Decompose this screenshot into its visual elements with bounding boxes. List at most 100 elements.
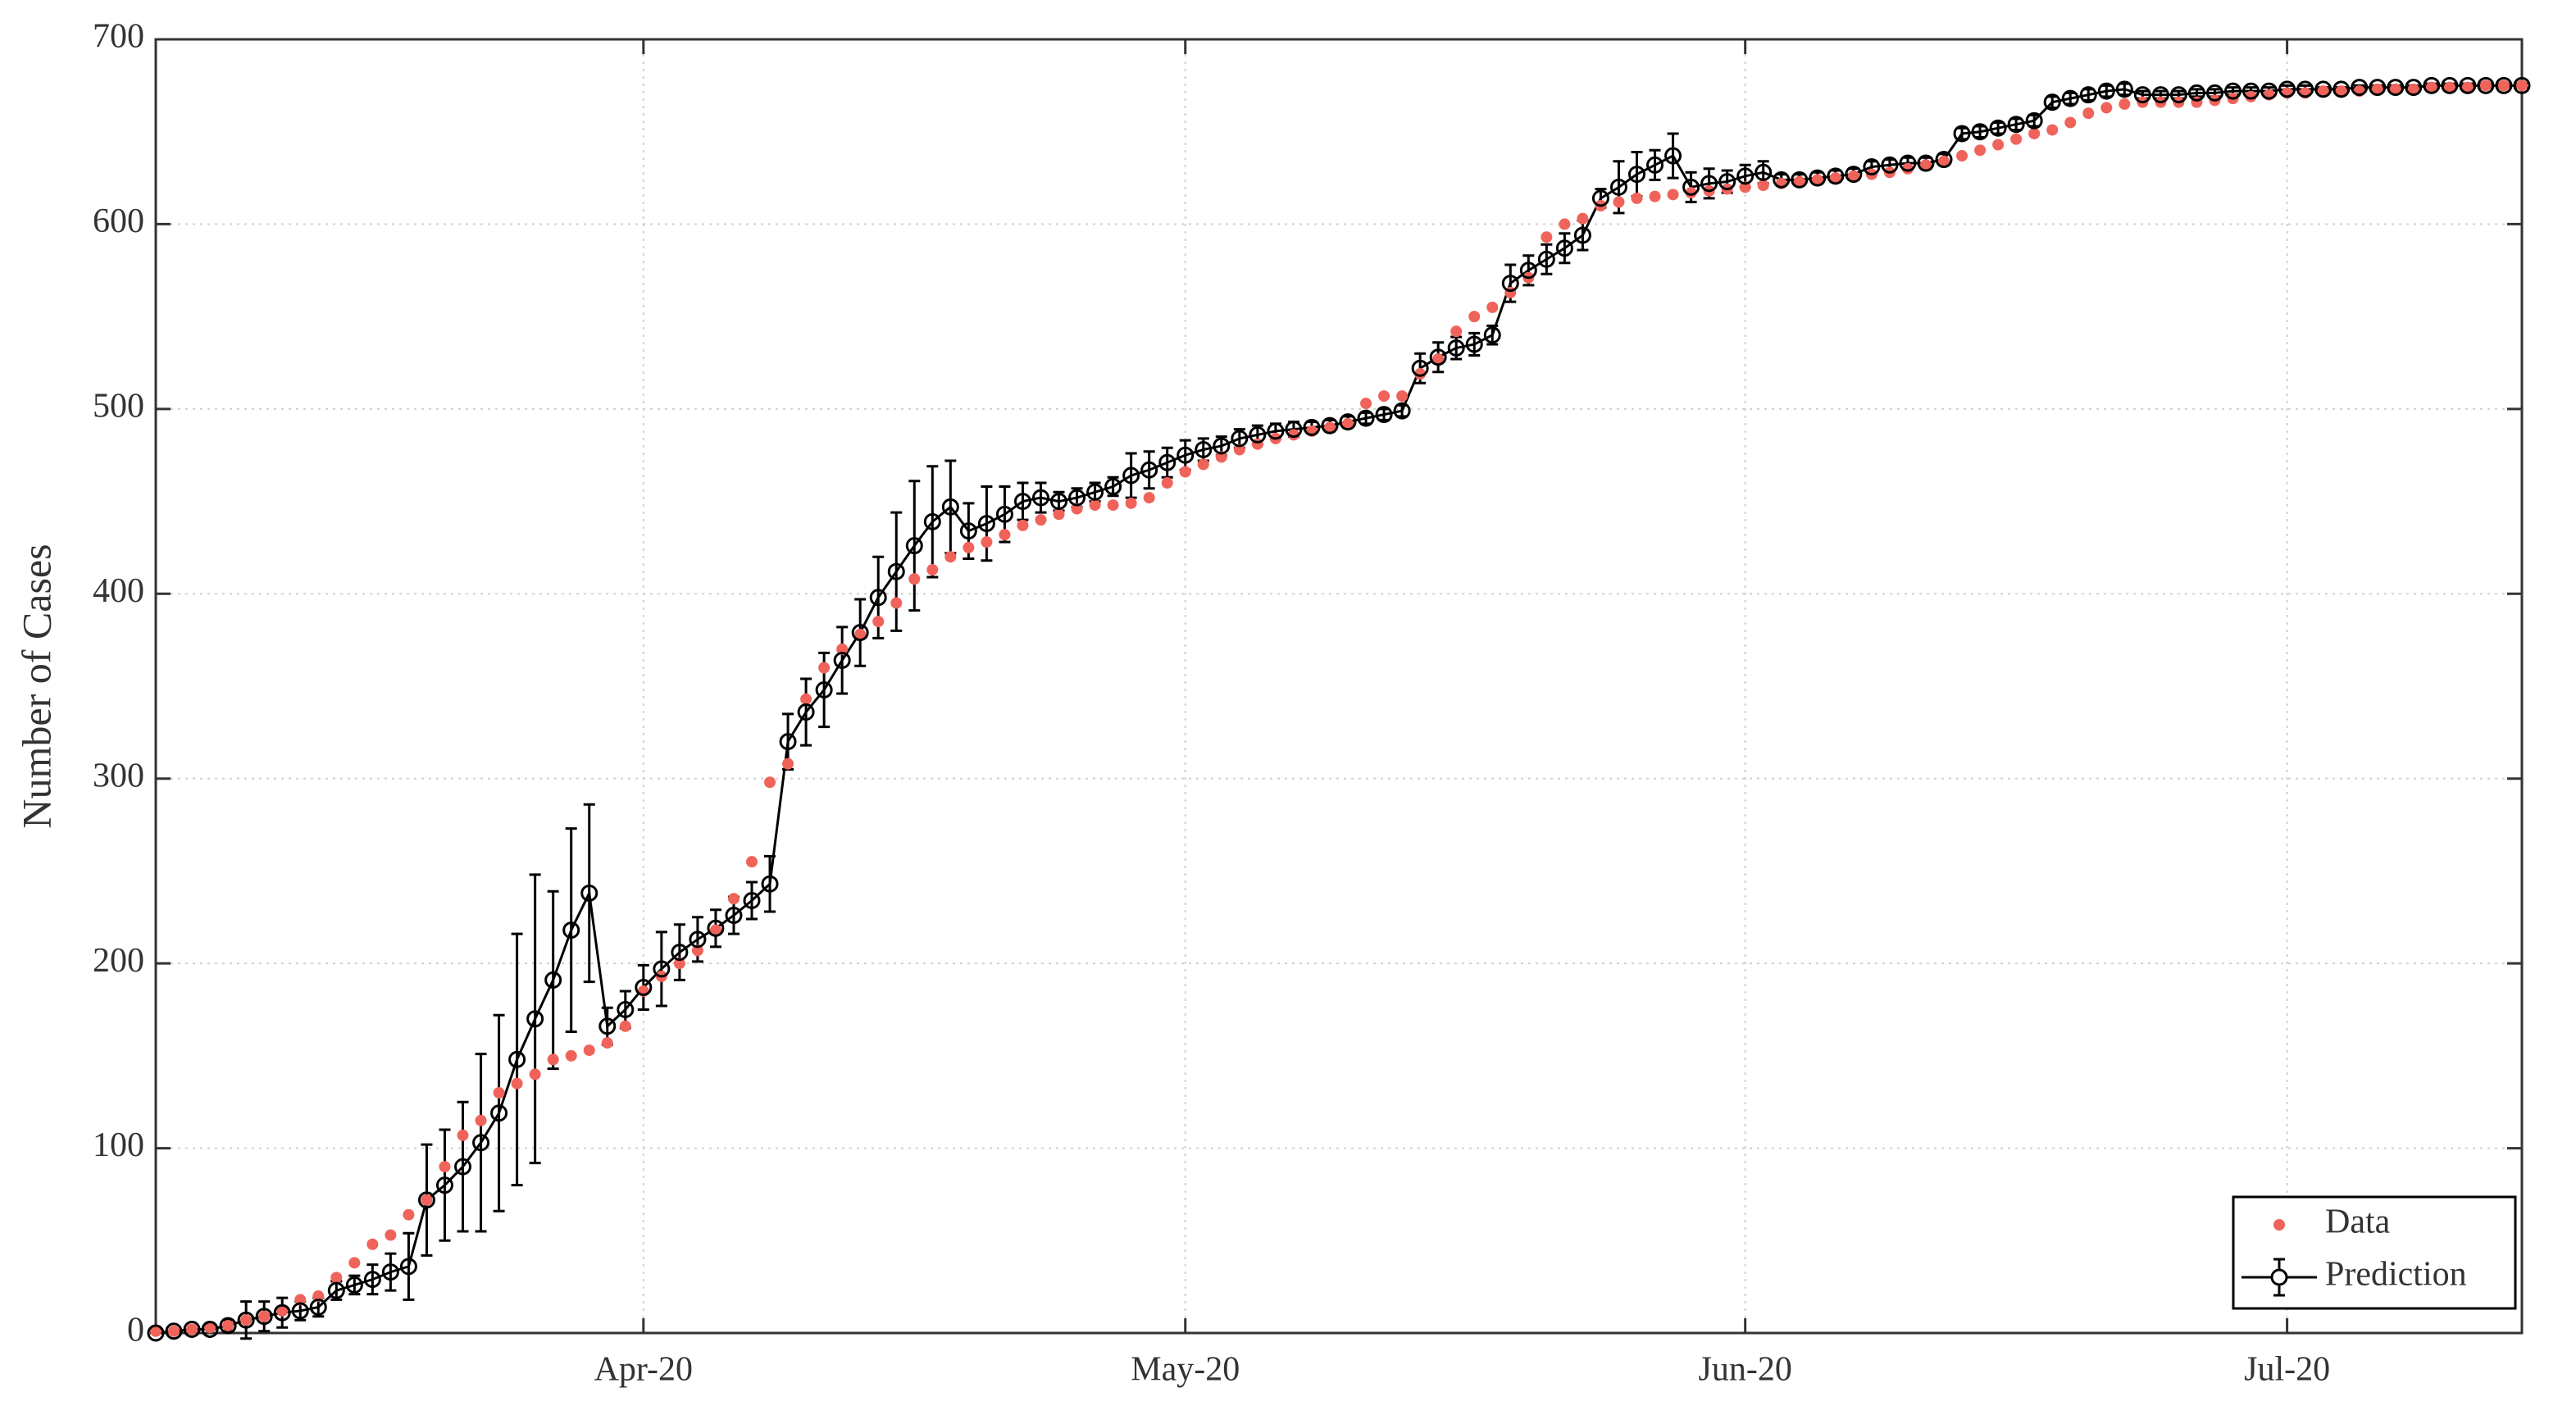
- prediction-point: [1411, 359, 1429, 377]
- data-point: [691, 944, 703, 957]
- data-point: [457, 1129, 469, 1141]
- prediction-point: [454, 1158, 472, 1176]
- data-point: [1919, 159, 1932, 171]
- prediction-point: [2495, 76, 2513, 94]
- prediction-point: [2369, 79, 2387, 97]
- prediction-point: [2314, 80, 2333, 98]
- prediction-point: [653, 960, 671, 978]
- data-point: [963, 541, 975, 553]
- prediction-point: [1068, 489, 1086, 507]
- data-point: [240, 1314, 253, 1326]
- prediction-point: [2115, 80, 2133, 98]
- prediction-point: [1881, 156, 1899, 174]
- prediction-point: [1809, 169, 1827, 187]
- prediction-point: [1755, 163, 1773, 181]
- data-point: [2497, 80, 2510, 92]
- error-bar: [800, 677, 812, 747]
- data-point: [1360, 398, 1372, 410]
- error-bar: [1649, 148, 1661, 181]
- prediction-point: [1519, 262, 1537, 280]
- data-point: [1829, 172, 1841, 184]
- data-point: [1974, 144, 1987, 157]
- data-point: [1486, 301, 1499, 313]
- data-point: [1107, 499, 1119, 512]
- prediction-point: [1339, 413, 1357, 431]
- prediction-point: [291, 1302, 309, 1320]
- data-point: [2335, 85, 2347, 98]
- prediction-point: [490, 1104, 508, 1122]
- prediction-point: [1989, 119, 2007, 137]
- prediction-point: [1249, 425, 1267, 444]
- x-tick-label: May-20: [1131, 1351, 1240, 1389]
- prediction-point: [743, 891, 761, 909]
- data-point: [348, 1257, 361, 1269]
- prediction-point: [1591, 189, 1609, 207]
- prediction-point: [1845, 166, 1863, 184]
- prediction-point: [2278, 80, 2296, 98]
- legend-label: Prediction: [2325, 1256, 2467, 1294]
- prediction-point: [562, 921, 580, 940]
- prediction-point: [779, 733, 797, 751]
- data-point: [511, 1077, 523, 1090]
- prediction-point: [1700, 175, 1718, 193]
- error-bar: [836, 626, 849, 695]
- prediction-point: [905, 537, 923, 555]
- prediction-point: [1013, 493, 1031, 511]
- error-bar: [1667, 132, 1679, 180]
- data-point: [854, 628, 867, 640]
- data-point: [2119, 98, 2131, 110]
- prediction-point: [1573, 226, 1591, 244]
- data-point: [1685, 187, 1697, 199]
- prediction-point: [1736, 167, 1755, 185]
- data-point: [403, 1208, 415, 1221]
- data-point: [1125, 497, 1137, 509]
- y-tick-label: 700: [93, 18, 144, 56]
- prediction-point: [2423, 76, 2441, 94]
- error-bar: [1035, 481, 1047, 514]
- data-point: [1757, 180, 1769, 192]
- data-point: [999, 529, 1011, 541]
- error-bar: [673, 923, 685, 981]
- data-point: [222, 1319, 234, 1331]
- x-tick-label: Jul-20: [2244, 1351, 2330, 1389]
- prediction-point: [1537, 250, 1555, 268]
- legend-label: Data: [2325, 1203, 2391, 1241]
- prediction-point: [1086, 483, 1104, 501]
- data-point: [2407, 83, 2419, 95]
- error-bar: [1631, 151, 1643, 198]
- prediction-point: [1718, 173, 1736, 191]
- data-point: [727, 893, 740, 905]
- error-bar: [565, 827, 577, 1034]
- prediction-point: [1971, 123, 1989, 141]
- data-point: [1017, 519, 1029, 531]
- error-bar: [981, 485, 993, 562]
- error-bar: [439, 1128, 451, 1242]
- prediction-point: [580, 884, 598, 902]
- prediction-point: [508, 1050, 526, 1068]
- error-bar: [529, 873, 541, 1165]
- error-bar: [366, 1263, 379, 1296]
- data-point: [800, 693, 812, 705]
- prediction-point: [833, 651, 851, 669]
- data-point: [186, 1323, 198, 1335]
- prediction-point: [2151, 86, 2169, 104]
- prediction-point: [2513, 76, 2531, 94]
- prediction-point: [2296, 80, 2314, 98]
- data-point: [601, 1037, 613, 1049]
- error-bar: [403, 1231, 415, 1301]
- data-point: [2389, 83, 2401, 95]
- data-point: [1378, 390, 1390, 403]
- prediction-point: [1465, 335, 1483, 353]
- data-point: [366, 1238, 379, 1250]
- data-point: [1577, 212, 1589, 225]
- prediction-point: [1122, 466, 1140, 485]
- data-point: [673, 958, 685, 970]
- error-bar: [583, 803, 595, 984]
- prediction-point: [995, 505, 1013, 523]
- prediction-point: [2043, 93, 2061, 111]
- data-point: [746, 856, 758, 868]
- data-point: [1793, 175, 1805, 188]
- data-point: [2443, 81, 2455, 93]
- prediction-point: [273, 1304, 291, 1322]
